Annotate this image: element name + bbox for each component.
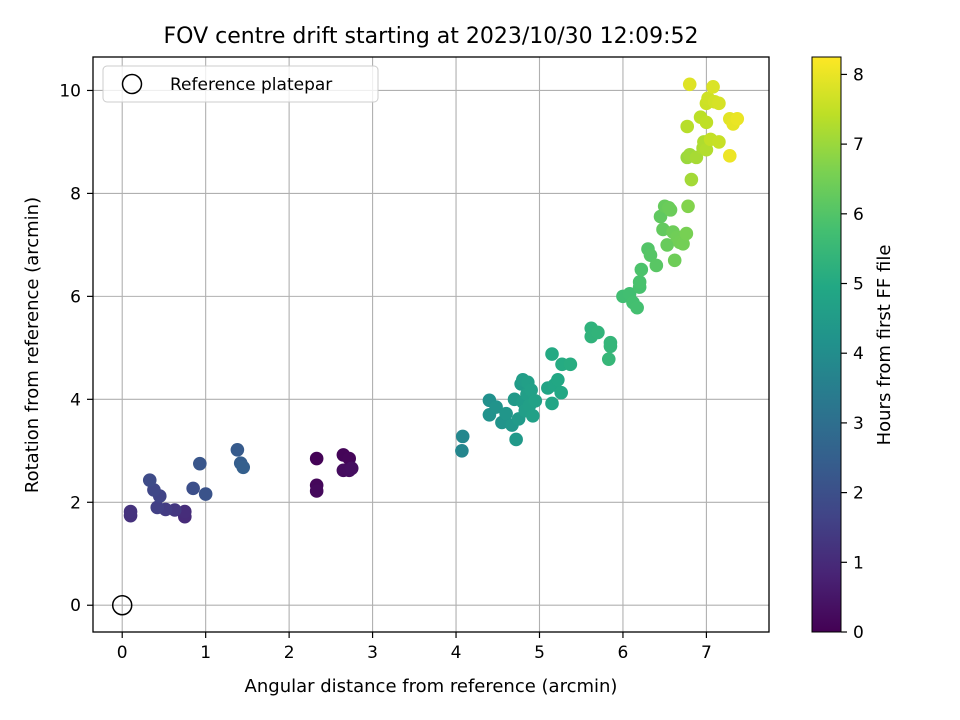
data-point <box>699 142 714 157</box>
x-axis-ticks: 0 1 2 3 4 5 6 7 <box>117 632 712 663</box>
data-point <box>309 451 324 466</box>
data-point <box>344 461 359 476</box>
data-point <box>643 248 658 262</box>
x-tick-label: 7 <box>701 643 712 663</box>
y-tick-label: 10 <box>59 81 81 101</box>
data-point <box>706 80 720 94</box>
x-tick-label: 3 <box>367 643 378 663</box>
plot-frame <box>92 56 770 633</box>
data-point <box>455 444 469 458</box>
y-axis-ticks: 0 2 4 6 8 10 <box>59 81 93 616</box>
legend-box <box>102 65 379 103</box>
y-tick-label: 2 <box>70 493 81 513</box>
data-point <box>601 352 616 366</box>
data-point <box>676 237 690 251</box>
colorbar-label: Hours from first FF file <box>874 245 895 446</box>
colorbar-tick-label: 6 <box>853 205 864 225</box>
data-point <box>545 396 559 411</box>
x-tick-label: 5 <box>534 643 545 663</box>
data-point <box>649 258 664 273</box>
data-point <box>603 335 618 350</box>
data-point <box>545 347 559 361</box>
data-point <box>554 385 568 400</box>
colorbar-tick-label: 5 <box>853 275 864 295</box>
data-point <box>660 238 674 252</box>
data-point <box>563 357 578 372</box>
colorbar-tick-label: 3 <box>853 414 864 434</box>
data-point <box>681 199 695 214</box>
data-point <box>186 481 200 496</box>
data-point <box>142 473 157 487</box>
data-point <box>591 325 605 340</box>
colorbar-tick-label: 1 <box>853 553 864 573</box>
data-point <box>663 203 678 217</box>
data-point <box>682 77 697 92</box>
data-point <box>499 406 513 421</box>
colorbar-tick-label: 4 <box>853 344 864 364</box>
data-point <box>123 504 138 519</box>
reference-point <box>111 594 133 616</box>
data-point <box>193 456 207 471</box>
data-point <box>680 119 695 134</box>
y-tick-label: 4 <box>70 390 81 410</box>
x-tick-label: 4 <box>451 643 462 663</box>
data-point <box>684 172 699 187</box>
data-point <box>653 209 668 224</box>
data-point <box>455 429 470 444</box>
x-axis-label: Angular distance from reference (arcmin) <box>245 676 618 697</box>
data-point <box>528 394 543 408</box>
grid-lines <box>93 57 769 632</box>
x-tick-label: 0 <box>117 643 128 663</box>
data-point <box>178 504 192 519</box>
colorbar-tick-label: 2 <box>853 484 864 504</box>
data-point <box>722 149 737 163</box>
data-point <box>632 275 647 289</box>
data-point <box>524 383 538 397</box>
data-point <box>634 262 649 277</box>
data-point <box>667 253 682 268</box>
colorbar-tick-label: 7 <box>853 135 864 155</box>
colorbar-tick-label: 8 <box>853 65 864 85</box>
x-tick-label: 2 <box>284 643 295 663</box>
x-tick-label: 1 <box>200 643 211 663</box>
y-axis-label: Rotation from reference (arcmin) <box>22 197 43 493</box>
data-points <box>123 77 745 524</box>
data-point <box>526 408 540 423</box>
x-tick-label: 6 <box>618 643 629 663</box>
y-tick-label: 8 <box>70 184 81 204</box>
data-point <box>230 442 245 457</box>
data-point <box>150 500 165 515</box>
reference-marker <box>111 594 133 616</box>
data-point <box>679 226 694 241</box>
data-point <box>198 487 213 501</box>
legend-marker <box>121 73 143 95</box>
data-point <box>236 460 251 475</box>
colorbar-gradient <box>811 56 842 633</box>
legend-entry: Reference platepar <box>170 75 332 95</box>
colorbar-tick-label: 0 <box>853 623 864 643</box>
colorbar-ticks: 0 1 2 3 4 5 6 7 8 <box>841 65 864 643</box>
data-point <box>699 115 714 130</box>
data-point <box>551 372 565 387</box>
chart-title: FOV centre drift starting at 2023/10/30 … <box>164 24 699 49</box>
data-point <box>712 96 726 111</box>
legend: Reference platepar <box>102 65 379 103</box>
colorbar: 0 1 2 3 4 5 6 7 8 Hours from first FF file <box>811 56 895 643</box>
y-tick-label: 6 <box>70 287 81 307</box>
data-point <box>730 111 745 126</box>
data-point <box>630 300 644 315</box>
data-point <box>309 484 324 498</box>
data-point <box>509 432 523 447</box>
y-tick-label: 0 <box>70 596 81 616</box>
data-point <box>712 135 726 149</box>
data-point <box>489 400 503 414</box>
